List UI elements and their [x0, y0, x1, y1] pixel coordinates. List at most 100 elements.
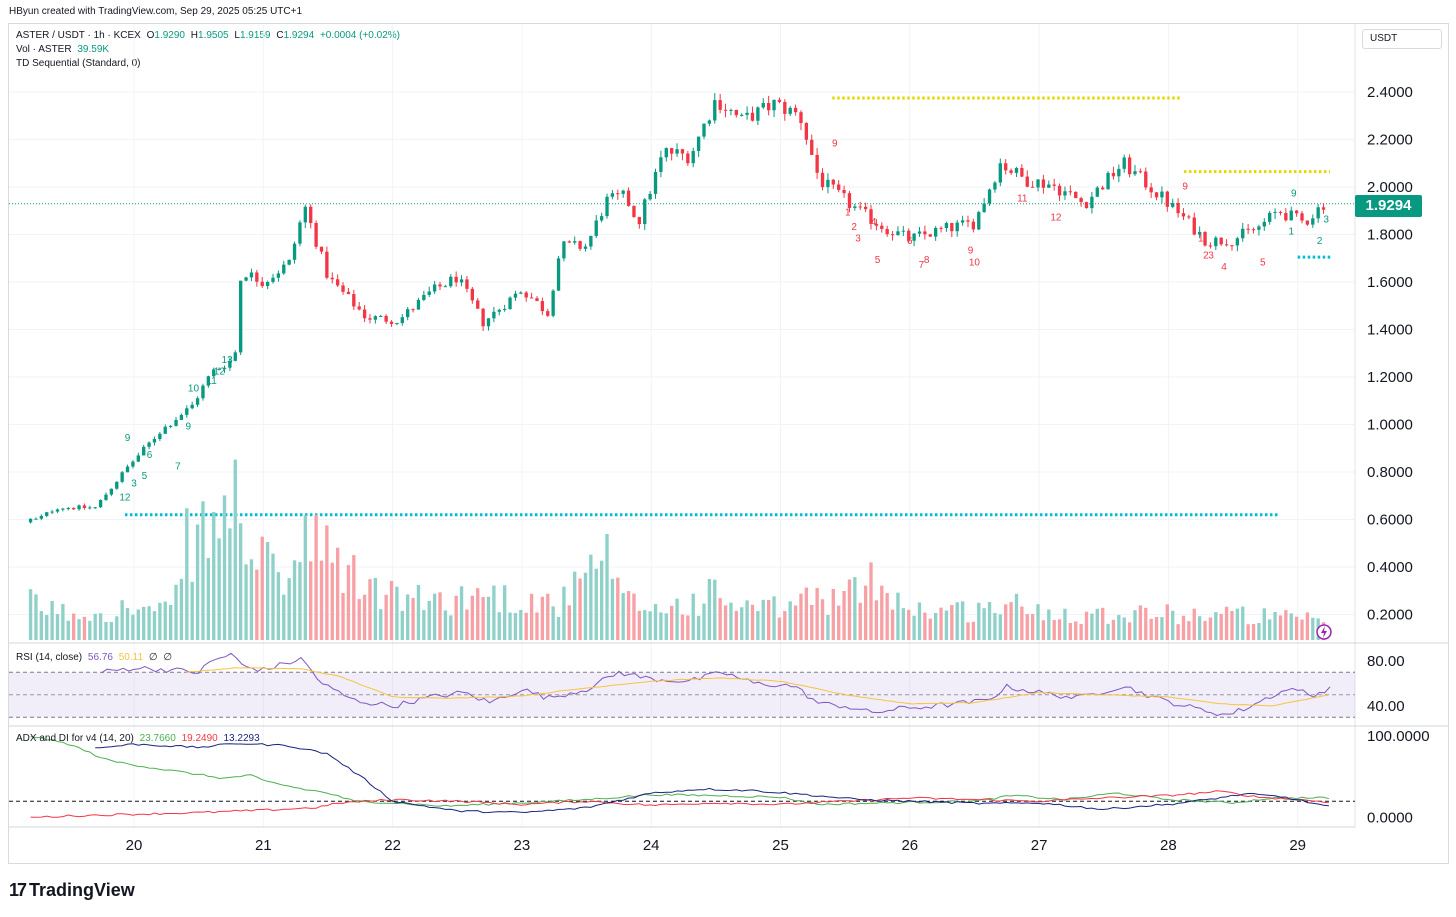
symbol-name[interactable]: ASTER / USDT · 1h · KCEX	[16, 30, 141, 41]
candle	[702, 123, 706, 137]
volume-bar	[325, 525, 329, 640]
adx-axis-label: 0.0000	[1367, 810, 1413, 827]
adx-value-3: 13.2293	[223, 733, 260, 744]
candle	[740, 114, 744, 116]
volume-bar	[1294, 616, 1299, 640]
volume-bar	[804, 587, 809, 640]
volume-bar	[880, 585, 884, 640]
candle	[1284, 212, 1288, 221]
volume-bar	[670, 605, 674, 640]
volume-bar	[793, 605, 798, 640]
tradingview-brand[interactable]: 17 TradingView	[9, 880, 135, 901]
volume-bar	[1284, 610, 1288, 640]
volume-bar	[77, 619, 81, 640]
volume-bar	[255, 569, 259, 640]
volume-bar	[406, 594, 410, 640]
candle	[1187, 216, 1191, 218]
candle	[206, 376, 211, 386]
lightning-bolt-icon	[1321, 626, 1327, 638]
volume-bar	[907, 609, 911, 640]
volume-bar	[750, 604, 755, 640]
rsi-legend[interactable]: RSI (14, close) 56.76 50.11 ∅ ∅	[16, 652, 175, 663]
volume-bar	[723, 605, 728, 640]
candle	[756, 107, 760, 121]
volume-bar	[885, 592, 889, 640]
candle	[804, 123, 809, 140]
td-count-label: 5	[1260, 257, 1266, 268]
volume-bar	[761, 599, 765, 640]
candle	[664, 148, 668, 158]
volume-bar	[837, 605, 841, 640]
y-axis-label: 0.8000	[1367, 464, 1413, 481]
volume-legend[interactable]: Vol · ASTER 39.59K	[16, 44, 112, 55]
volume-bar	[1004, 604, 1008, 640]
candle	[896, 231, 900, 236]
adx-legend[interactable]: ADX and DI for v4 (14, 20) 23.7660 19.24…	[16, 733, 263, 744]
candle	[610, 193, 615, 197]
volume-bar	[1246, 624, 1250, 640]
candle	[422, 294, 426, 300]
volume-bar	[158, 602, 162, 640]
volume-bar	[982, 608, 986, 640]
volume-bar	[1122, 617, 1126, 640]
candle	[788, 107, 792, 114]
candle	[497, 309, 501, 312]
volume-bar	[1257, 623, 1261, 640]
candle	[125, 466, 130, 473]
volume-bar	[939, 607, 943, 640]
candle	[842, 189, 846, 194]
candle	[729, 109, 733, 111]
volume-bar	[1047, 609, 1051, 640]
candle	[648, 193, 652, 200]
candle	[632, 205, 636, 217]
candle	[799, 112, 803, 124]
adx-label: ADX and DI for v4 (14, 20)	[16, 733, 134, 744]
volume-bar	[45, 614, 49, 640]
candle	[357, 306, 361, 310]
candle	[82, 505, 87, 508]
candle	[621, 190, 625, 194]
candle	[260, 281, 264, 287]
candle	[1251, 229, 1256, 231]
candle	[885, 228, 889, 235]
volume-bar	[1230, 610, 1234, 640]
volume-bar	[309, 561, 313, 640]
volume-bar	[346, 565, 351, 640]
candle	[912, 233, 916, 241]
candle	[1246, 228, 1250, 230]
volume-bar	[960, 601, 965, 640]
candle	[109, 488, 114, 495]
volume-bar	[1079, 623, 1083, 640]
candle	[1273, 211, 1277, 213]
currency-selector[interactable]: USDT	[1362, 29, 1442, 49]
candle	[750, 112, 755, 121]
volume-bar	[556, 616, 561, 640]
volume-bar	[648, 611, 652, 640]
td-count-label: 2	[851, 222, 857, 233]
candle	[626, 190, 631, 206]
candle	[508, 297, 512, 309]
candle	[1101, 187, 1105, 190]
candle	[384, 315, 388, 322]
x-axis-label: 25	[772, 837, 789, 854]
change-value: +0.0004 (+0.02%)	[319, 30, 400, 41]
volume-bar	[847, 579, 852, 640]
candle	[147, 442, 151, 447]
td-sequential-legend[interactable]: TD Sequential (Standard, 0)	[16, 58, 144, 69]
volume-bar	[842, 591, 846, 640]
volume-bar	[50, 600, 54, 640]
close-value: 1.9294	[283, 30, 315, 41]
volume-bar	[28, 589, 33, 640]
volume-bar	[1278, 615, 1283, 640]
td-count-label: 4	[1221, 262, 1227, 273]
candle	[567, 241, 571, 243]
td-count-label: 10	[188, 383, 200, 394]
volume-bar	[228, 528, 232, 640]
volume-bar	[265, 541, 270, 640]
candle	[45, 512, 49, 516]
rsi-ma-value: 50.11	[118, 652, 144, 663]
volume-bar	[239, 523, 243, 640]
candle	[174, 419, 178, 426]
candle	[190, 404, 194, 409]
